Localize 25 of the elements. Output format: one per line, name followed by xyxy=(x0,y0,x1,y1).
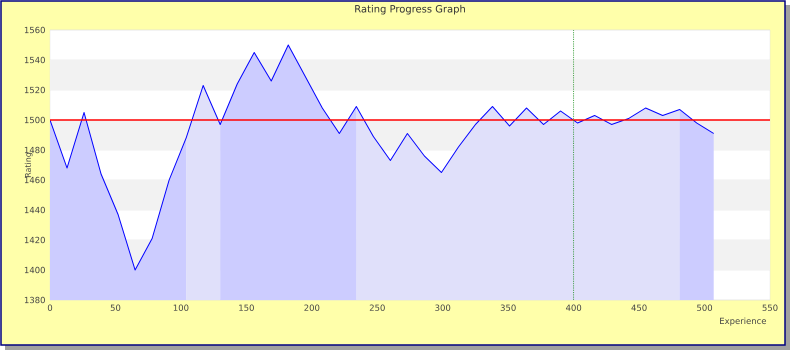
x-tick-label: 250 xyxy=(370,304,385,311)
y-tick-label: 1560 xyxy=(24,26,45,34)
line-series xyxy=(50,44,714,270)
x-tick-label: 450 xyxy=(631,304,647,311)
x-tick-label: 500 xyxy=(697,304,712,311)
x-tick-label: 550 xyxy=(762,304,778,311)
y-tick-label: 1460 xyxy=(24,176,45,184)
y-tick-label: 1380 xyxy=(24,296,45,304)
x-tick-label: 300 xyxy=(435,304,450,311)
x-tick-label: 400 xyxy=(566,304,582,311)
x-tick-label: 150 xyxy=(239,304,254,311)
x-tick-label: 350 xyxy=(500,304,516,311)
x-tick-label: 0 xyxy=(48,304,52,311)
x-axis-title: Experience xyxy=(720,318,766,326)
x-tick-label: 200 xyxy=(304,304,320,311)
chart-title: Rating Progress Graph xyxy=(355,4,465,15)
x-tick-label: 50 xyxy=(110,304,120,311)
y-tick-label: 1440 xyxy=(24,206,45,214)
y-tick-label: 1420 xyxy=(24,236,45,244)
y-tick-label: 1400 xyxy=(24,266,45,274)
y-tick-label: 1520 xyxy=(24,86,45,94)
y-tick-label: 1540 xyxy=(24,56,45,64)
x-tick-label: 100 xyxy=(174,304,188,311)
y-tick-label: 1500 xyxy=(24,116,45,124)
y-tick-label: 1480 xyxy=(24,146,45,154)
